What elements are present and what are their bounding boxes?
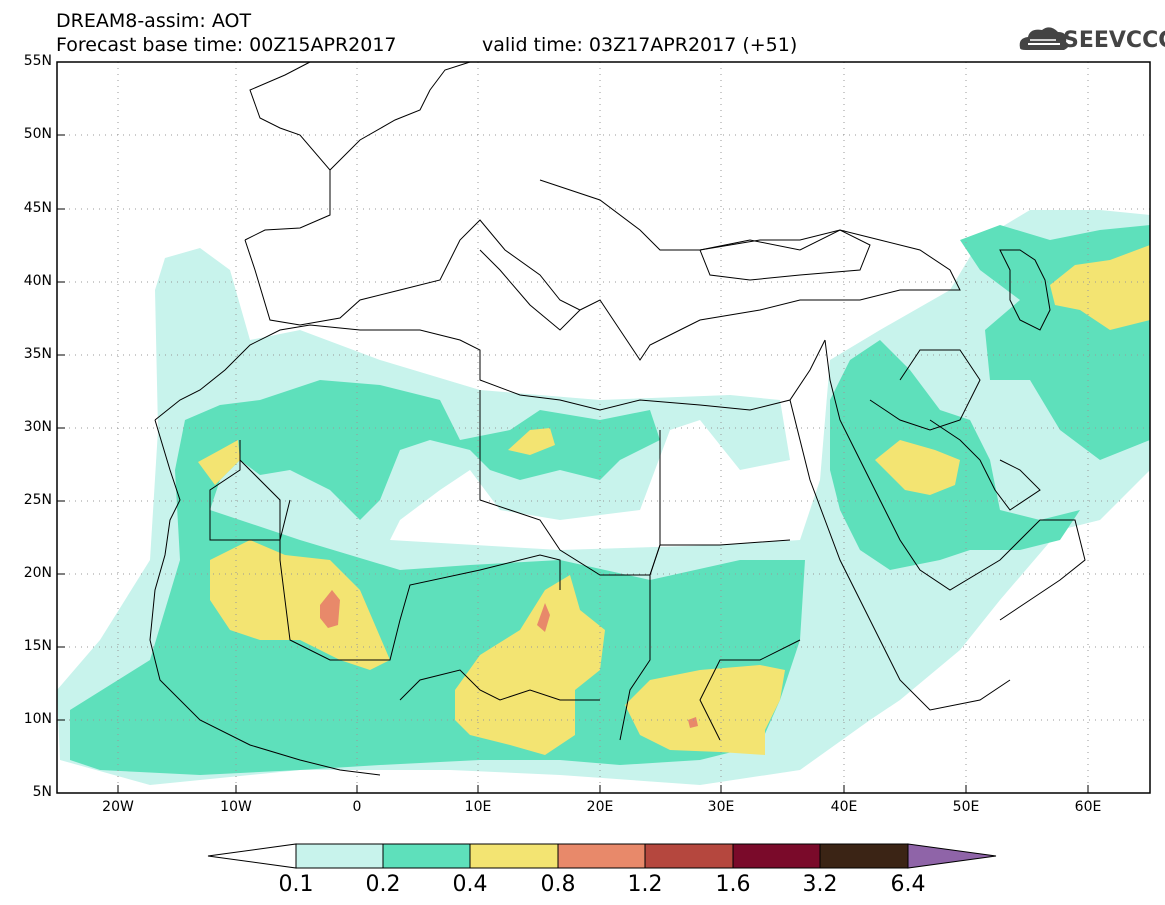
colorbar-cell bbox=[469, 843, 559, 869]
lon-label: 40E bbox=[830, 799, 858, 815]
lon-label: 10W bbox=[220, 799, 252, 815]
lat-label: 30N bbox=[23, 419, 52, 435]
colorbar-label: 3.2 bbox=[802, 872, 838, 897]
aot-band-0.4e bbox=[1050, 245, 1150, 330]
colorbar-low-arrow bbox=[207, 843, 297, 869]
lon-label: 30E bbox=[707, 799, 735, 815]
forecast-base-time: Forecast base time: 00Z15APR2017 bbox=[56, 34, 397, 56]
colorbar-label: 0.2 bbox=[365, 872, 401, 897]
aot-band-0.8b bbox=[537, 603, 550, 632]
lon-label: 10E bbox=[464, 799, 492, 815]
aot-band-0.2 bbox=[70, 380, 805, 775]
aot-band-0.4b bbox=[455, 575, 605, 755]
colorbar bbox=[207, 843, 997, 869]
lon-label: 20W bbox=[102, 799, 134, 815]
aot-band-0.4 bbox=[210, 540, 390, 670]
coastlines bbox=[149, 61, 1086, 776]
colorbar-cell bbox=[295, 843, 384, 869]
aot-band-0.2b bbox=[830, 340, 1080, 570]
lat-label: 50N bbox=[23, 126, 52, 142]
aot-field bbox=[57, 210, 1150, 785]
aot-band-0.8c bbox=[688, 717, 698, 728]
aot-band-0.4g bbox=[198, 440, 240, 485]
cloud-logo-icon bbox=[1019, 27, 1069, 50]
lat-label: 35N bbox=[23, 346, 52, 362]
logo-text: SEEVCCC bbox=[1063, 28, 1165, 53]
colorbar-label: 0.4 bbox=[452, 872, 488, 897]
aot-band-0.4d bbox=[875, 440, 960, 495]
map-title: DREAM8-assim: AOT bbox=[56, 10, 252, 32]
colorbar-high-arrow bbox=[907, 843, 997, 869]
lat-label: 15N bbox=[23, 638, 52, 654]
colorbar-cell bbox=[732, 843, 821, 869]
lon-label: 0 bbox=[352, 799, 362, 815]
map-gridlines bbox=[57, 62, 1150, 793]
colorbar-cell bbox=[382, 843, 471, 869]
lat-label: 10N bbox=[23, 711, 52, 727]
map-ticks bbox=[57, 134, 1089, 793]
lat-label: 55N bbox=[23, 53, 52, 69]
aot-band-0.4f bbox=[508, 428, 555, 455]
lat-label: 20N bbox=[23, 565, 52, 581]
colorbar-cell bbox=[557, 843, 646, 869]
lon-label: 60E bbox=[1074, 799, 1102, 815]
colorbar-cell bbox=[819, 843, 909, 869]
colorbar-cell bbox=[644, 843, 734, 869]
valid-time: valid time: 03Z17APR2017 (+51) bbox=[482, 34, 798, 56]
colorbar-label: 1.2 bbox=[627, 872, 663, 897]
lon-label: 20E bbox=[586, 799, 614, 815]
lon-label: 50E bbox=[952, 799, 980, 815]
lat-label: 25N bbox=[23, 492, 52, 508]
lat-label: 40N bbox=[23, 273, 52, 289]
colorbar-label: 0.8 bbox=[540, 872, 576, 897]
lat-label: 45N bbox=[23, 200, 52, 216]
colorbar-label: 1.6 bbox=[715, 872, 751, 897]
aot-band-0.8 bbox=[320, 590, 340, 628]
colorbar-label: 6.4 bbox=[890, 872, 926, 897]
lat-label: 5N bbox=[32, 784, 52, 800]
colorbar-label: 0.1 bbox=[278, 872, 314, 897]
